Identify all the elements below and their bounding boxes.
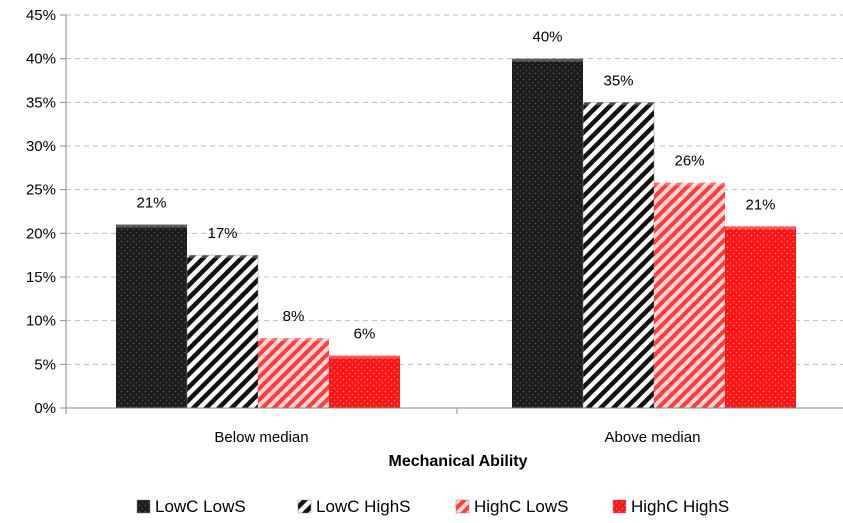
y-tick-label: 0% [34,400,56,417]
x-tick-label: Below median [214,429,308,446]
legend-swatch [297,499,312,514]
legend-swatch [136,499,151,514]
y-axis: 0% 5% 10% 15% 20% 25% 30% 35% 40% 45% [26,7,67,417]
bar-top-highlight [512,58,583,62]
bar-lowc-lows-1 [512,58,583,409]
bar-top-highlight [258,338,329,342]
y-tick-label: 15% [26,269,56,286]
bars [116,58,796,409]
bar-top-highlight [187,255,258,259]
bar-lowc-lows-0 [116,224,187,408]
y-tick-label: 35% [26,94,56,111]
x-axis: Below median Above median [65,407,843,446]
data-label: 26% [674,153,704,170]
data-label: 21% [136,195,166,212]
y-tick-label: 45% [26,7,56,24]
bar-top-highlight [725,226,796,230]
data-label: 40% [532,29,562,46]
legend-item-highc-lows: HighC LowS [455,497,569,516]
y-tick-label: 25% [26,182,56,199]
legend: LowC LowS LowC HighS HighC LowS HighC HighS [136,497,729,516]
bar-lowc-highs-0 [186,254,259,409]
legend-label: HighC LowS [474,497,569,516]
data-label: 8% [283,308,305,325]
y-tick-label: 30% [26,138,56,155]
bar-top-highlight [654,182,725,186]
bar-highc-lows-0 [258,338,329,408]
bar-highc-lows-1 [654,182,725,408]
data-label: 6% [354,326,376,343]
x-axis-title: Mechanical Ability [389,453,528,470]
bar-highc-highs-1 [725,226,796,408]
y-tick-label: 40% [26,51,56,68]
bar-lowc-highs-1 [582,102,655,409]
y-tick-label: 5% [34,356,56,373]
data-label: 21% [745,196,775,213]
bar-top-highlight [583,102,654,106]
legend-label: HighC HighS [631,497,729,516]
legend-label: LowC HighS [316,497,411,516]
y-tick-label: 10% [26,313,56,330]
bar-top-highlight [116,224,187,228]
legend-item-highc-highs: HighC HighS [612,497,729,516]
legend-item-lowc-lows: LowC LowS [136,497,246,516]
legend-swatch [612,499,627,514]
data-labels: 21% 40% 17% 35% 8% 26% 6% 21% [136,29,775,343]
x-tick-label: Above median [605,429,701,446]
bar-top-highlight [329,355,400,359]
legend-item-lowc-highs: LowC HighS [297,497,411,516]
data-label: 17% [207,225,237,242]
y-tick-label: 20% [26,225,56,242]
legend-label: LowC LowS [155,497,246,516]
bar-highc-highs-0 [329,355,400,408]
legend-swatch [455,499,470,514]
data-label: 35% [603,72,633,89]
